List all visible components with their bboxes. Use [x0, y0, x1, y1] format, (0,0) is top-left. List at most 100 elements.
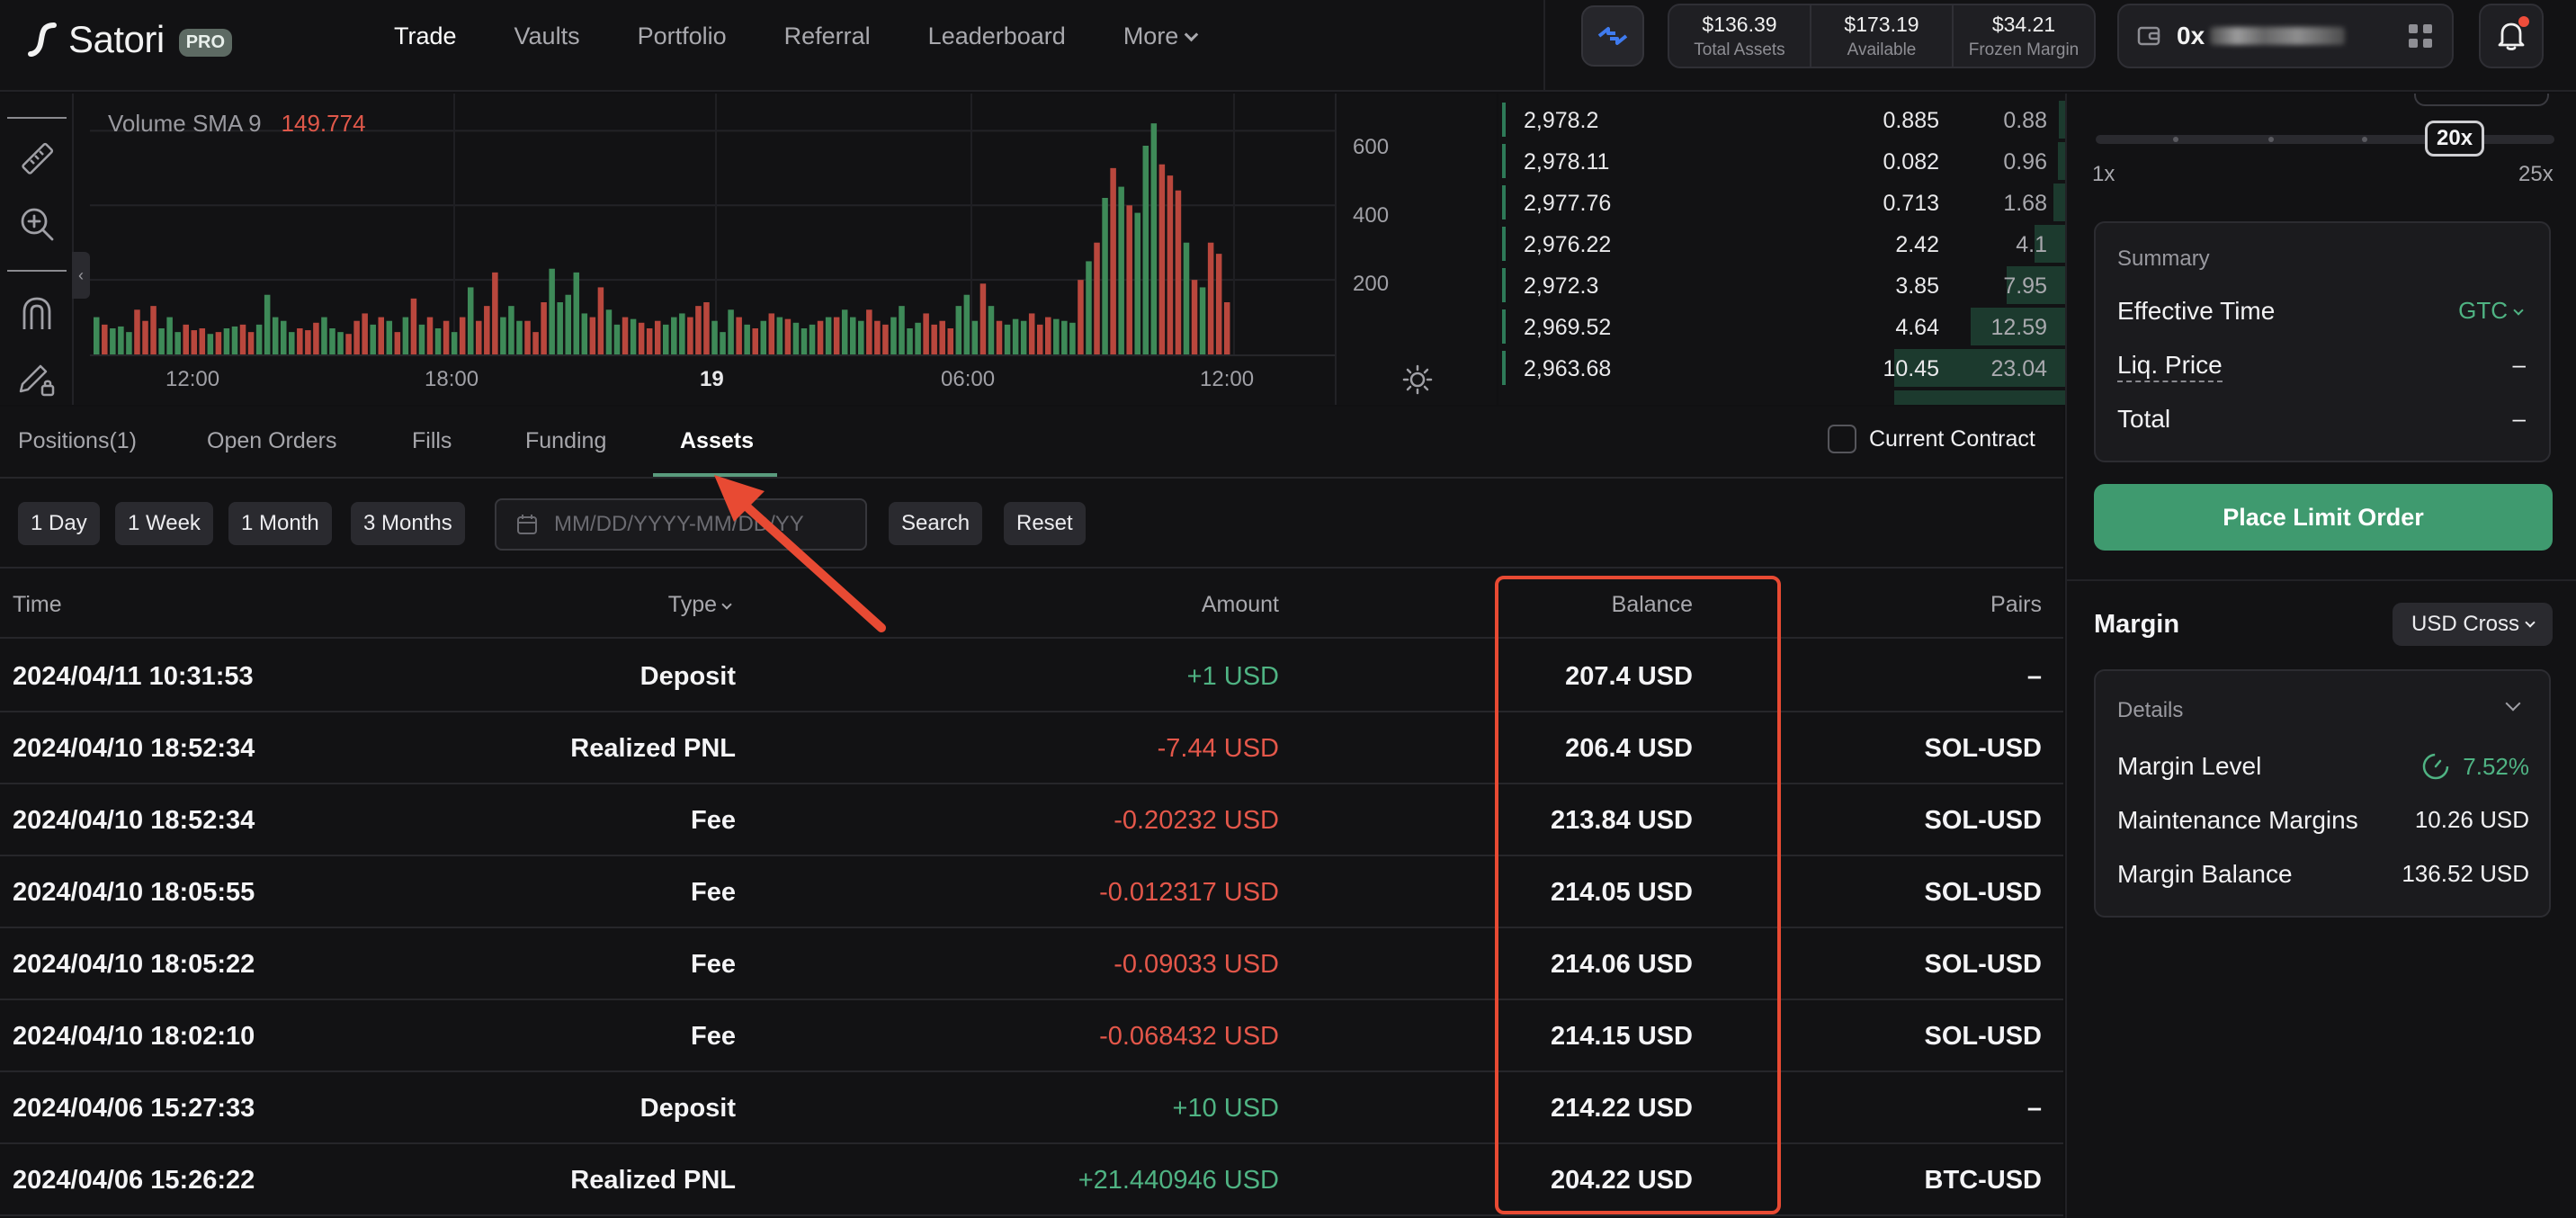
table-row[interactable]: 2024/04/10 18:05:22 Fee -0.09033 USD 214.06… — [0, 928, 2063, 1000]
notifications-button[interactable] — [2479, 4, 2544, 68]
orderbook-row[interactable]: 2,976.22 2.42 4.1 — [1498, 223, 2065, 264]
volume-bar — [1118, 186, 1124, 354]
swap-button[interactable] — [1581, 5, 1644, 67]
volume-bar — [581, 313, 588, 354]
volume-bar — [1150, 123, 1158, 354]
orderbook-price: 2,976.22 — [1524, 232, 1612, 257]
place-limit-order-button[interactable]: Place Limit Order — [2094, 484, 2553, 551]
table-row[interactable]: 2024/04/10 18:52:34 Realized PNL -7.44 USD… — [0, 712, 2063, 784]
orderbook-row[interactable]: 2,972.3 3.85 7.95 — [1498, 264, 2065, 306]
cell-balance: 214.22 USD — [1551, 1094, 1693, 1123]
table-row[interactable]: 2024/04/10 18:52:34 Fee -0.20232 USD 213.84… — [0, 784, 2063, 856]
depth-bar — [2059, 101, 2065, 139]
volume-bar — [386, 320, 393, 354]
leverage-slider-thumb[interactable]: 20x — [2425, 121, 2485, 157]
magnet-tool[interactable] — [16, 293, 58, 335]
column-type[interactable]: Type — [668, 592, 732, 618]
volume-bar — [500, 317, 506, 354]
y-tick-label: 400 — [1353, 203, 1390, 228]
ruler-tool[interactable] — [16, 139, 58, 180]
panel-divider — [2065, 579, 2576, 581]
tab-funding[interactable]: Funding — [525, 428, 607, 453]
tab-assets[interactable]: Assets — [680, 428, 754, 453]
volume-bar — [297, 328, 303, 354]
volume-bar — [809, 324, 816, 354]
range-1-week-button[interactable]: 1 Week — [115, 502, 213, 545]
tab-positions[interactable]: Positions(1) — [18, 428, 137, 453]
volume-bar — [654, 320, 661, 354]
cell-amount: -0.068432 USD — [1099, 1022, 1279, 1051]
table-row[interactable]: 2024/04/06 15:27:33 Deposit +10 USD 214.22 … — [0, 1072, 2063, 1144]
account-balances[interactable]: $136.39 Total Assets $173.19 Available $… — [1668, 4, 2096, 68]
nav-portfolio[interactable]: Portfolio — [637, 22, 727, 49]
orderbook-row[interactable]: 2,963.68 10.45 23.04 — [1498, 347, 2065, 389]
orderbook-price: 2,978.2 — [1524, 108, 1599, 133]
nav-more[interactable]: More — [1123, 22, 1199, 50]
orderbook-size: 0.082 — [1883, 149, 1939, 175]
orderbook-row[interactable]: 2,978.11 0.082 0.96 — [1498, 140, 2065, 182]
volume-bar — [646, 328, 653, 354]
effective-time-select[interactable]: GTC — [2458, 297, 2524, 325]
brand-name: Satori — [68, 18, 165, 60]
orderbook-price: 2,978.11 — [1524, 149, 1610, 175]
current-contract-toggle[interactable]: Current Contract — [1828, 425, 2035, 453]
range-1-month-button[interactable]: 1 Month — [228, 502, 332, 545]
orderbook-row[interactable]: 2,977.76 0.713 1.68 — [1498, 182, 2065, 223]
cell-pairs: – — [2026, 662, 2042, 691]
chart-settings-button[interactable] — [1400, 362, 1436, 398]
margin-level: 7.52% — [2421, 752, 2529, 781]
cell-amount: +10 USD — [1172, 1094, 1279, 1123]
nav-leaderboard[interactable]: Leaderboard — [927, 22, 1066, 49]
cell-amount: -7.44 USD — [1157, 734, 1279, 763]
volume-bar — [671, 317, 677, 354]
search-button[interactable]: Search — [889, 502, 983, 545]
orderbook-size: 0.713 — [1883, 191, 1939, 216]
volume-bar — [1012, 318, 1019, 354]
total-assets-value: $136.39 — [1702, 12, 1777, 36]
volume-bar — [426, 317, 434, 354]
range-3-months-button[interactable]: 3 Months — [351, 502, 465, 545]
volume-bar — [418, 324, 425, 354]
grid-icon[interactable] — [2407, 22, 2434, 49]
date-range-input[interactable]: MM/DD/YYYY-MM/DD/YY — [495, 498, 867, 551]
nav-trade[interactable]: Trade — [394, 22, 457, 49]
tab-open-orders[interactable]: Open Orders — [207, 428, 337, 453]
margin-mode-select[interactable]: USD Cross — [2393, 603, 2553, 646]
range-1-day-button[interactable]: 1 Day — [18, 502, 100, 545]
cell-type: Fee — [691, 806, 736, 835]
depth-bar — [2007, 266, 2065, 304]
collapse-toolbar-button[interactable]: ‹ — [72, 252, 90, 299]
nav-referral[interactable]: Referral — [783, 22, 871, 49]
volume-bar — [1078, 280, 1084, 354]
table-row[interactable]: 2024/04/11 10:31:53 Deposit +1 USD 207.4 US… — [0, 640, 2063, 712]
volume-bar — [728, 309, 734, 354]
volume-bar — [1142, 146, 1149, 354]
zoom-in-tool[interactable] — [16, 203, 58, 245]
orderbook-size: 10.45 — [1883, 356, 1939, 381]
orderbook-row[interactable]: 2,969.52 4.64 12.59 — [1498, 306, 2065, 347]
tab-fills[interactable]: Fills — [412, 428, 452, 453]
table-row[interactable]: 2024/04/06 15:26:22 Realized PNL +21.44094… — [0, 1144, 2063, 1216]
volume-bar — [255, 324, 263, 354]
volume-bar — [484, 306, 490, 354]
reset-button[interactable]: Reset — [1004, 502, 1086, 545]
table-row[interactable]: 2024/04/10 18:02:10 Fee -0.068432 USD 214.1… — [0, 1000, 2063, 1072]
volume-bar — [402, 317, 409, 354]
wallet-button[interactable]: 0x — [2117, 4, 2454, 68]
table-row[interactable]: 2024/04/10 18:05:55 Fee -0.012317 USD 214.0… — [0, 856, 2063, 928]
slider-step-dot — [2173, 137, 2178, 142]
nav-vaults[interactable]: Vaults — [514, 22, 580, 49]
leverage-slider-track[interactable] — [2096, 135, 2554, 144]
volume-bar — [1028, 313, 1035, 354]
volume-chart[interactable] — [90, 94, 1335, 354]
volume-bar — [1215, 254, 1222, 354]
maintenance-margins-label: Maintenance Margins — [2117, 806, 2358, 834]
volume-bar — [825, 317, 832, 354]
logo[interactable]: Satori PRO — [27, 13, 233, 67]
orderbook-row[interactable]: 2,978.2 0.885 0.88 — [1498, 99, 2065, 140]
margin-balance-value: 136.52 USD — [2402, 860, 2529, 887]
lock-drawing-tool[interactable] — [16, 358, 58, 399]
volume-bar — [720, 332, 726, 354]
current-contract-checkbox[interactable] — [1828, 425, 1856, 453]
nav-more-label: More — [1123, 22, 1179, 49]
